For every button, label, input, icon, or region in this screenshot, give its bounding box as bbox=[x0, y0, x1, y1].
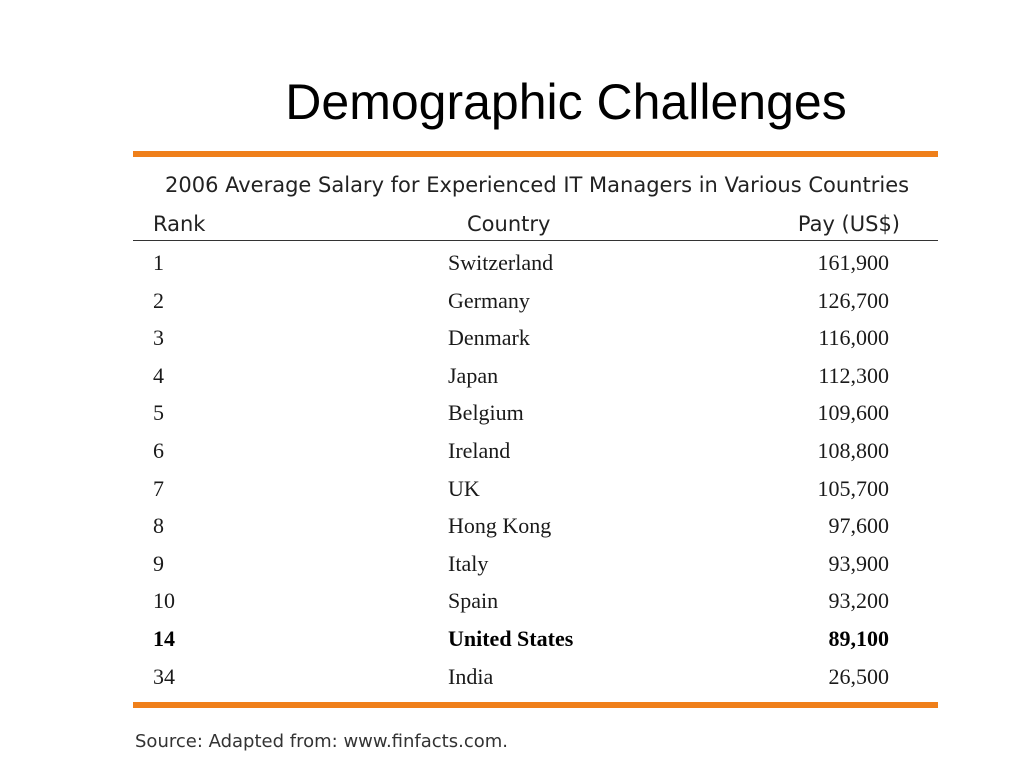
table-row: 7 UK 105,700 bbox=[133, 470, 938, 508]
table-bottom-rule bbox=[133, 702, 938, 708]
source-note: Source: Adapted from: www.finfacts.com. bbox=[135, 731, 509, 752]
cell-rank: 14 bbox=[153, 625, 175, 651]
cell-pay: 116,000 bbox=[818, 325, 889, 351]
cell-pay: 89,100 bbox=[828, 625, 890, 651]
cell-rank: 2 bbox=[153, 287, 164, 313]
cell-rank: 9 bbox=[153, 550, 164, 576]
cell-country: Germany bbox=[448, 287, 530, 313]
cell-pay: 109,600 bbox=[817, 400, 890, 426]
cell-rank: 8 bbox=[153, 513, 164, 539]
header-rank: Rank bbox=[153, 212, 206, 236]
table-row-highlighted: 14 United States 89,100 bbox=[133, 620, 938, 658]
table-row: 34 India 26,500 bbox=[133, 658, 938, 696]
table-row: 3 Denmark 116,000 bbox=[133, 319, 938, 357]
cell-rank: 7 bbox=[153, 475, 164, 501]
table-row: 1 Switzerland 161,900 bbox=[133, 244, 938, 282]
table-row: 2 Germany 126,700 bbox=[133, 282, 938, 320]
table-row: 8 Hong Kong 97,600 bbox=[133, 507, 938, 545]
header-country: Country bbox=[467, 212, 551, 236]
cell-rank: 34 bbox=[153, 663, 175, 689]
cell-country: Switzerland bbox=[448, 250, 554, 275]
cell-pay: 161,900 bbox=[817, 250, 890, 275]
cell-pay: 93,900 bbox=[828, 550, 890, 576]
cell-rank: 5 bbox=[153, 400, 164, 426]
cell-country: Denmark bbox=[448, 325, 530, 351]
table-row: 10 Spain 93,200 bbox=[133, 582, 938, 620]
cell-pay: 105,700 bbox=[817, 475, 890, 501]
cell-country: Italy bbox=[448, 550, 489, 576]
cell-pay: 108,800 bbox=[817, 437, 890, 463]
cell-pay: 26,500 bbox=[828, 663, 890, 689]
cell-pay: 126,700 bbox=[817, 287, 890, 313]
cell-pay: 112,300 bbox=[818, 362, 889, 388]
table-row: 6 Ireland 108,800 bbox=[133, 432, 938, 470]
cell-country: Ireland bbox=[448, 437, 511, 463]
cell-pay: 97,600 bbox=[828, 513, 890, 539]
header-pay: Pay (US$) bbox=[797, 212, 900, 236]
cell-rank: 10 bbox=[153, 588, 175, 614]
cell-country: Belgium bbox=[448, 400, 524, 426]
table-top-rule bbox=[133, 151, 938, 157]
table-row: 5 Belgium 109,600 bbox=[133, 394, 938, 432]
cell-rank: 3 bbox=[153, 325, 164, 351]
cell-rank: 6 bbox=[153, 437, 164, 463]
cell-country: Spain bbox=[448, 588, 499, 614]
cell-country: Japan bbox=[448, 362, 499, 388]
table-row: 9 Italy 93,900 bbox=[133, 545, 938, 583]
cell-rank: 1 bbox=[153, 250, 164, 275]
cell-country: United States bbox=[448, 625, 574, 651]
table-row: 4 Japan 112,300 bbox=[133, 357, 938, 395]
table-body: 1 Switzerland 161,900 2 Germany 126,700 … bbox=[133, 244, 938, 695]
slide-title: Demographic Challenges bbox=[285, 74, 847, 130]
table-caption: 2006 Average Salary for Experienced IT M… bbox=[165, 173, 910, 197]
cell-pay: 93,200 bbox=[828, 588, 890, 614]
cell-country: Hong Kong bbox=[448, 513, 552, 539]
cell-country: India bbox=[448, 663, 494, 689]
cell-country: UK bbox=[448, 475, 480, 501]
table-header-row: Rank Country Pay (US$) bbox=[133, 208, 938, 241]
cell-rank: 4 bbox=[153, 362, 164, 388]
